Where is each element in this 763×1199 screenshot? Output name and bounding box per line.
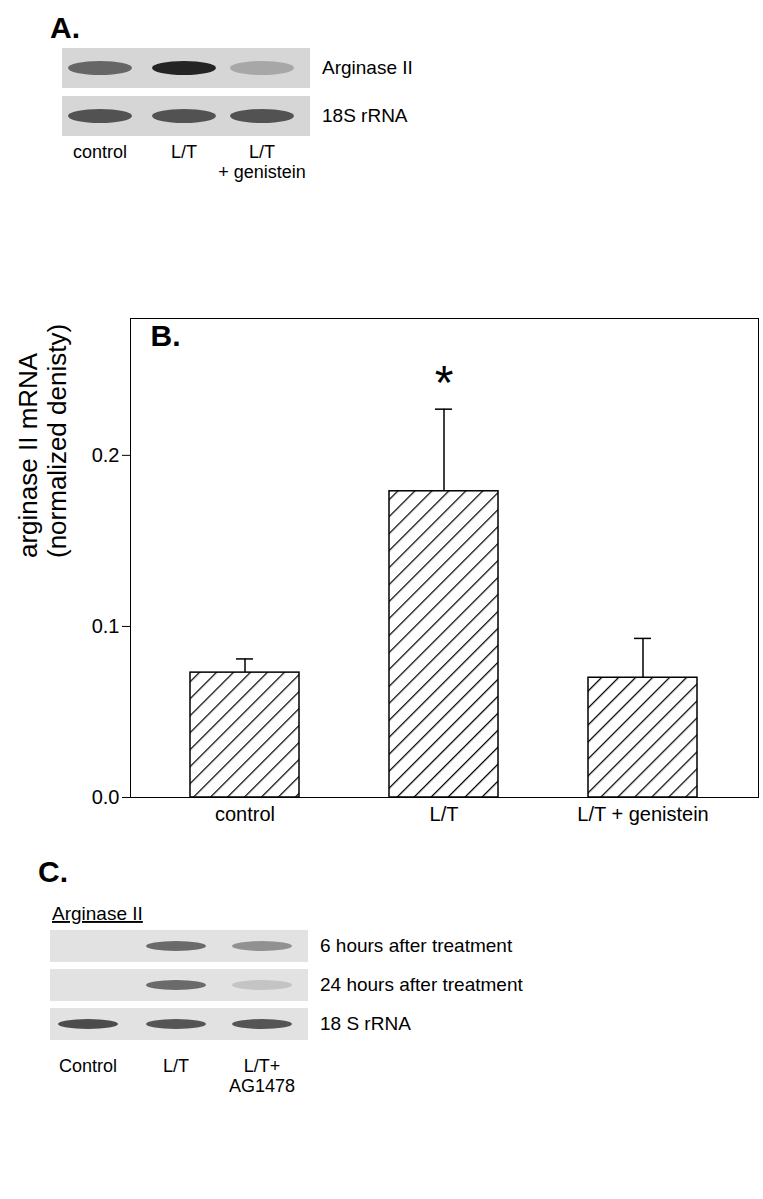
svg-text:0.0: 0.0 [92,786,120,808]
svg-text:0.1: 0.1 [92,615,120,637]
svg-text:L/T: L/T [163,1056,189,1076]
svg-text:arginase II mRNA(normalized de: arginase II mRNA(normalized denisty) [13,324,72,558]
svg-text:L/T+ genistein: L/T+ genistein [218,142,306,182]
svg-text:0.2: 0.2 [92,444,120,466]
svg-text:18 S rRNA: 18 S rRNA [320,1013,411,1034]
svg-text:Arginase II: Arginase II [322,57,413,78]
svg-text:control: control [215,803,275,825]
svg-text:Arginase II: Arginase II [52,903,143,924]
svg-text:L/T + genistein: L/T + genistein [577,803,708,825]
svg-text:Control: Control [59,1056,117,1076]
svg-text:24 hours after treatment: 24 hours after treatment [320,974,523,995]
svg-text:A.: A. [50,11,80,44]
svg-text:6 hours after treatment: 6 hours after treatment [320,935,513,956]
svg-text:L/T: L/T [171,142,197,162]
svg-text:C.: C. [38,855,68,888]
svg-text:B.: B. [151,319,181,352]
svg-text:L/T+AG1478: L/T+AG1478 [229,1056,295,1096]
svg-text:18S rRNA: 18S rRNA [322,105,408,126]
svg-text:L/T: L/T [430,803,459,825]
svg-text:*: * [435,356,454,409]
svg-text:control: control [73,142,127,162]
